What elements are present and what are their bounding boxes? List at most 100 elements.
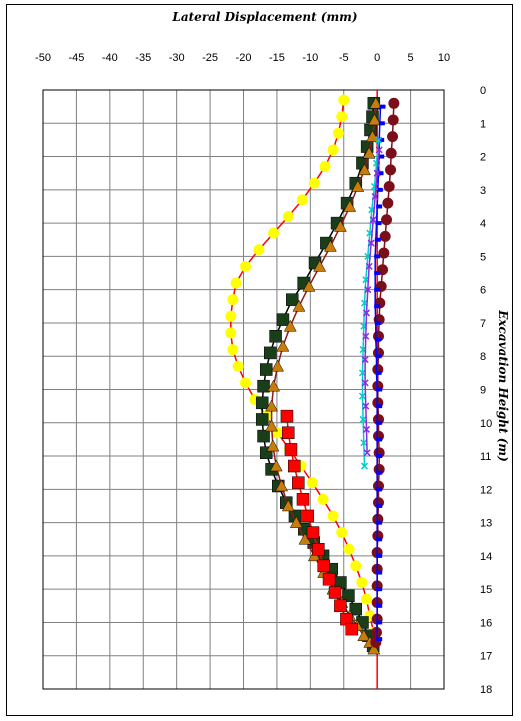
series-4 [280, 409, 359, 636]
data-point [322, 572, 336, 586]
data-point [343, 543, 355, 555]
tick-labels: -50 -45 -40 -35 -30 -25 -20 -15 -10 -5 0 5 100123456… [35, 52, 492, 696]
data-point [306, 477, 318, 489]
data-point [361, 356, 369, 364]
data-point [357, 629, 371, 642]
data-point [376, 503, 383, 508]
data-point [253, 244, 265, 256]
y-tick-label: 16 [480, 617, 492, 629]
data-point [387, 131, 399, 143]
data-point [301, 509, 314, 523]
x-tick-label: -10 [302, 52, 318, 64]
data-point [343, 199, 357, 212]
x-tick-label: 0 [374, 52, 380, 64]
series-3 [265, 96, 383, 655]
data-point [368, 113, 381, 126]
data-point [332, 127, 344, 139]
data-point [240, 260, 252, 272]
data-point [376, 387, 383, 392]
y-tick-label: 4 [480, 218, 486, 230]
data-point [327, 510, 339, 522]
data-point [381, 214, 393, 226]
data-point [374, 337, 381, 342]
data-point [308, 177, 320, 189]
data-point [377, 171, 384, 176]
data-point [361, 379, 369, 387]
data-point [268, 227, 280, 239]
x-tick-label: -50 [35, 52, 51, 64]
data-point [232, 360, 244, 372]
data-point [269, 459, 283, 472]
data-point [292, 476, 305, 489]
data-point [317, 559, 330, 573]
data-point [225, 310, 237, 322]
data-point [366, 130, 379, 142]
data-point [349, 602, 363, 616]
series-8 [361, 146, 383, 457]
data-point [374, 271, 381, 276]
x-tick-label: -35 [135, 52, 151, 64]
x-tick-label: -30 [169, 52, 185, 64]
y-tick-label: 2 [480, 152, 486, 164]
y-tick-label: 14 [480, 551, 492, 563]
data-point [358, 163, 371, 176]
data-point [362, 425, 371, 433]
data-point [379, 104, 386, 109]
y-tick-label: 0 [480, 85, 486, 97]
data-point [296, 194, 308, 206]
chart-frame: Lateral Displacement (mm) Excavation Hei… [6, 4, 513, 716]
data-point [369, 96, 383, 109]
data-point [374, 320, 381, 325]
x-tick-label: -45 [68, 52, 84, 64]
data-point [338, 94, 350, 106]
y-tick-label: 6 [480, 285, 486, 297]
data-point [362, 332, 370, 340]
y-tick-label: 5 [480, 251, 486, 263]
data-point [284, 443, 298, 456]
data-point [388, 97, 400, 109]
series-group [225, 94, 400, 655]
data-point [376, 637, 383, 642]
data-point [255, 413, 269, 426]
data-point [374, 287, 381, 292]
data-point [360, 439, 368, 447]
data-point [317, 493, 329, 505]
y-tick-label: 15 [480, 584, 492, 596]
data-point [375, 146, 383, 154]
data-point [225, 327, 237, 339]
data-point [271, 359, 285, 372]
series-6 [374, 104, 386, 642]
data-point [367, 642, 381, 655]
data-point [288, 459, 301, 473]
data-point [283, 319, 297, 332]
data-point [374, 254, 381, 259]
y-tick-label: 7 [480, 318, 486, 330]
data-point [267, 379, 280, 392]
data-point [364, 286, 372, 294]
data-point [230, 277, 242, 289]
data-point [350, 560, 362, 572]
data-point [227, 344, 239, 356]
y-tick-label: 8 [480, 351, 486, 363]
x-tick-label: -40 [102, 52, 118, 64]
data-point [367, 239, 375, 247]
data-point [263, 346, 277, 360]
data-point [259, 363, 273, 376]
chart-title: Lateral Displacement (mm) [171, 10, 357, 24]
data-point [373, 169, 381, 177]
data-point [266, 439, 280, 452]
y-tick-label: 10 [480, 418, 492, 430]
data-point [378, 121, 385, 126]
data-point [383, 181, 395, 193]
grid [42, 89, 445, 690]
x-tick-label: -15 [269, 52, 285, 64]
data-point [336, 527, 348, 539]
y-tick-label: 9 [480, 385, 486, 397]
data-point [312, 542, 325, 556]
data-point [328, 586, 342, 599]
y-axis-label: Excavation Height (m) [496, 309, 510, 462]
data-point [376, 487, 383, 492]
data-point [371, 192, 379, 201]
data-point [276, 339, 290, 352]
data-point [374, 304, 381, 309]
